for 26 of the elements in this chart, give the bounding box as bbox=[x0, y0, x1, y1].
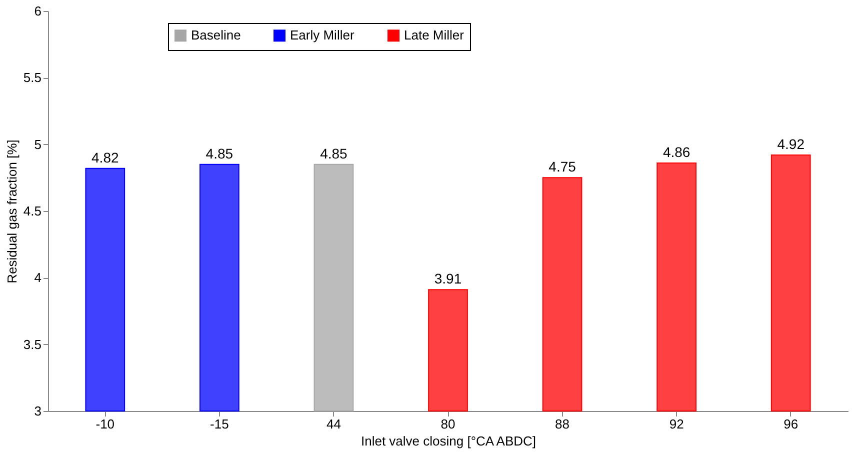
data-label: 4.82 bbox=[92, 149, 119, 166]
x-tick-label: 96 bbox=[784, 416, 798, 432]
y-tick-label: 3 bbox=[34, 404, 42, 418]
data-label: 4.85 bbox=[320, 145, 348, 162]
x-tick-label: 92 bbox=[669, 416, 684, 432]
x-tick-label: 88 bbox=[555, 416, 570, 432]
x-tick-label: 44 bbox=[326, 416, 341, 432]
x-tick-label: -10 bbox=[96, 416, 115, 432]
data-label: 4.85 bbox=[206, 145, 234, 162]
y-axis-title: Residual gas fraction [%] bbox=[4, 140, 20, 284]
y-tick-label: 5 bbox=[34, 136, 42, 152]
y-tick-label: 6 bbox=[34, 4, 42, 18]
x-tick-label: 80 bbox=[440, 416, 456, 432]
y-tick-label: 3.5 bbox=[23, 336, 42, 352]
data-label: 4.92 bbox=[777, 136, 805, 152]
x-axis-title: Inlet valve closing [°CA ABDC] bbox=[361, 434, 536, 448]
y-tick-label: 4.5 bbox=[23, 204, 42, 218]
y-tick-label: 5.5 bbox=[23, 70, 42, 86]
x-tick-label: -15 bbox=[210, 416, 229, 432]
legend-label: Early Miller bbox=[290, 28, 355, 43]
legend-label: Baseline bbox=[191, 28, 241, 43]
data-label: 4.75 bbox=[548, 158, 576, 175]
data-label: 3.91 bbox=[434, 270, 462, 287]
legend-label: Late Miller bbox=[404, 28, 465, 43]
data-label: 4.86 bbox=[662, 144, 690, 160]
y-tick-label: 4 bbox=[34, 270, 42, 286]
